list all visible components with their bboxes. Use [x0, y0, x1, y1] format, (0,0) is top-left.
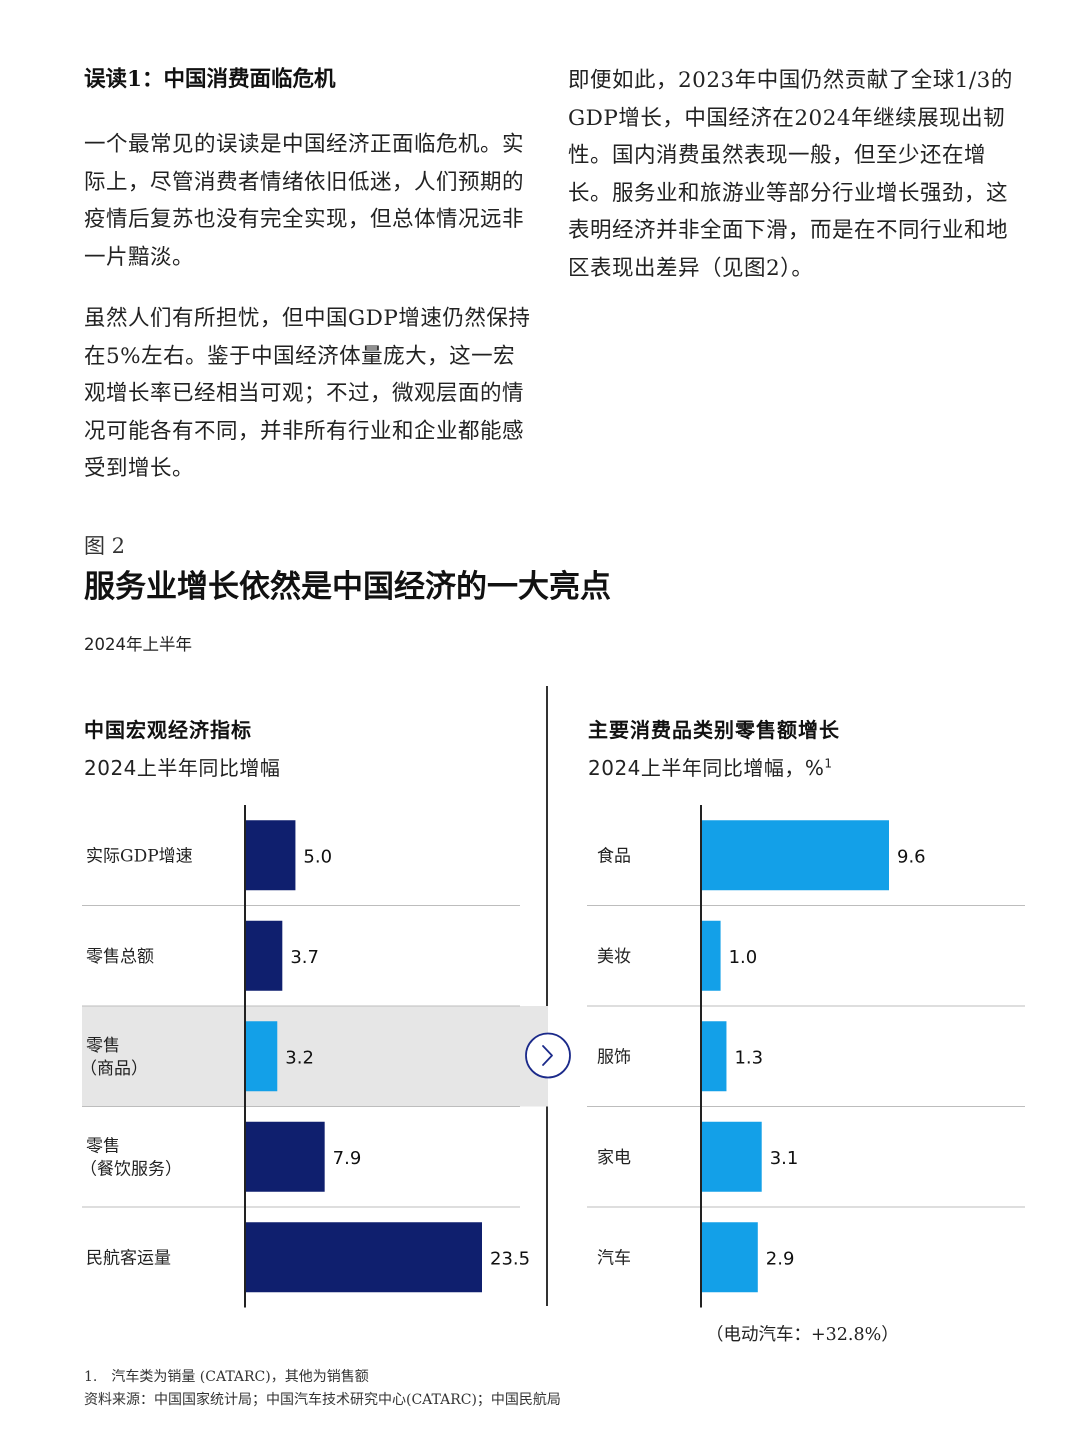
left-value-label: 3.2 [285, 1047, 314, 1068]
right-bar [701, 920, 721, 991]
right-chart-subtitle-text: 2024上半年同比增幅，% [588, 756, 825, 780]
ev-note: （电动汽车：+32.8%） [706, 1325, 899, 1345]
right-bar [701, 1222, 758, 1293]
left-chart-title: 中国宏观经济指标 [84, 718, 252, 742]
section-heading: 误读1：中国消费面临危机 [84, 67, 336, 92]
right-chart-subtitle: 2024上半年同比增幅，%1 [588, 752, 833, 781]
left-category-label: 零售 （商品） [80, 1036, 148, 1079]
right-value-label: 3.1 [770, 1148, 799, 1169]
left-paragraph-2: 虽然人们有所担忧，但中国GDP增速仍然保持在5%左右。鉴于中国经济体量庞大，这一… [84, 306, 531, 481]
left-paragraph-1: 一个最常见的误读是中国经济正面临危机。实际上，尽管消费者情绪依旧低迷，人们预期的… [84, 132, 525, 270]
right-bar [701, 820, 889, 891]
right-category-label-line: 汽车 [597, 1248, 631, 1268]
chevron-path [542, 1045, 553, 1066]
left-category-label-line: 零售 [86, 1136, 120, 1156]
left-value-label: 3.7 [290, 947, 319, 968]
left-category-label-line: 零售 [86, 1036, 120, 1056]
left-category-label: 零售总额 [86, 947, 154, 967]
left-category-label: 零售 （餐饮服务） [80, 1136, 182, 1179]
right-paragraph-1: 即便如此，2023年中国仍然贡献了全球1/3的GDP增长，中国经济在2024年继… [568, 68, 1013, 281]
right-category-label: 美妆 [597, 947, 631, 967]
left-category-label-line: （餐饮服务） [80, 1159, 182, 1179]
left-value-label: 23.5 [490, 1248, 530, 1269]
left-category-label: 民航客运量 [86, 1248, 171, 1268]
left-chart-subtitle: 2024上半年同比增幅 [84, 756, 281, 780]
left-category-label: 实际GDP增速 [86, 846, 193, 866]
left-bar [245, 920, 283, 991]
right-bar [701, 1021, 727, 1092]
left-value-label: 5.0 [303, 846, 332, 867]
left-bar [245, 1121, 325, 1192]
right-category-label-line: 美妆 [597, 947, 631, 967]
right-bar [701, 1121, 762, 1192]
left-highlight-row [82, 1006, 548, 1107]
figure-title: 服务业增长依然是中国经济的一大亮点 [84, 569, 611, 605]
right-category-label-line: 服饰 [597, 1047, 631, 1067]
left-bar [245, 820, 296, 891]
left-category-label-line: 民航客运量 [86, 1248, 171, 1268]
figure-period: 2024年上半年 [84, 635, 192, 654]
left-category-label-line: （商品） [80, 1059, 148, 1079]
left-value-label: 7.9 [333, 1148, 362, 1169]
right-category-label: 食品 [597, 846, 631, 866]
right-category-label: 汽车 [597, 1248, 631, 1268]
footnote: 1. 汽车类为销量 (CATARC)，其他为销售额 [84, 1369, 369, 1385]
right-category-label: 家电 [597, 1148, 631, 1168]
left-category-label-line: 零售总额 [86, 947, 154, 967]
right-chart-title: 主要消费品类别零售额增长 [588, 718, 840, 742]
right-value-label: 1.3 [734, 1047, 763, 1068]
right-category-label: 服饰 [597, 1047, 631, 1067]
chart-divider [546, 686, 548, 1306]
chevron-right-icon [525, 1032, 571, 1079]
right-value-label: 9.6 [897, 846, 926, 867]
left-category-label-line: 实际GDP增速 [86, 846, 193, 866]
left-bar [245, 1222, 482, 1293]
left-bar [245, 1021, 278, 1092]
right-value-label: 1.0 [729, 947, 758, 968]
figure-label: 图 2 [84, 534, 126, 558]
source-note: 资料来源：中国国家统计局；中国汽车技术研究中心(CATARC)；中国民航局 [84, 1392, 561, 1408]
right-value-label: 2.9 [766, 1248, 795, 1269]
arrow-circle [525, 1032, 571, 1079]
footnote-marker: 1 [824, 756, 833, 771]
right-category-label-line: 食品 [597, 846, 631, 866]
right-category-label-line: 家电 [597, 1148, 631, 1168]
